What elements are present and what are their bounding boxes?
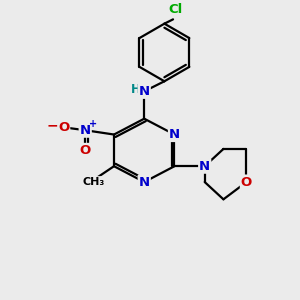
Text: Cl: Cl — [169, 3, 183, 16]
Text: N: N — [139, 176, 150, 188]
Text: O: O — [58, 121, 69, 134]
Text: H: H — [131, 82, 141, 95]
Text: CH₃: CH₃ — [83, 177, 105, 187]
Text: O: O — [80, 144, 91, 157]
Text: N: N — [199, 160, 210, 173]
Text: N: N — [80, 124, 91, 137]
Text: N: N — [169, 128, 180, 141]
Text: N: N — [139, 85, 150, 98]
Text: −: − — [47, 118, 58, 133]
Text: +: + — [88, 119, 97, 129]
Text: O: O — [241, 176, 252, 188]
